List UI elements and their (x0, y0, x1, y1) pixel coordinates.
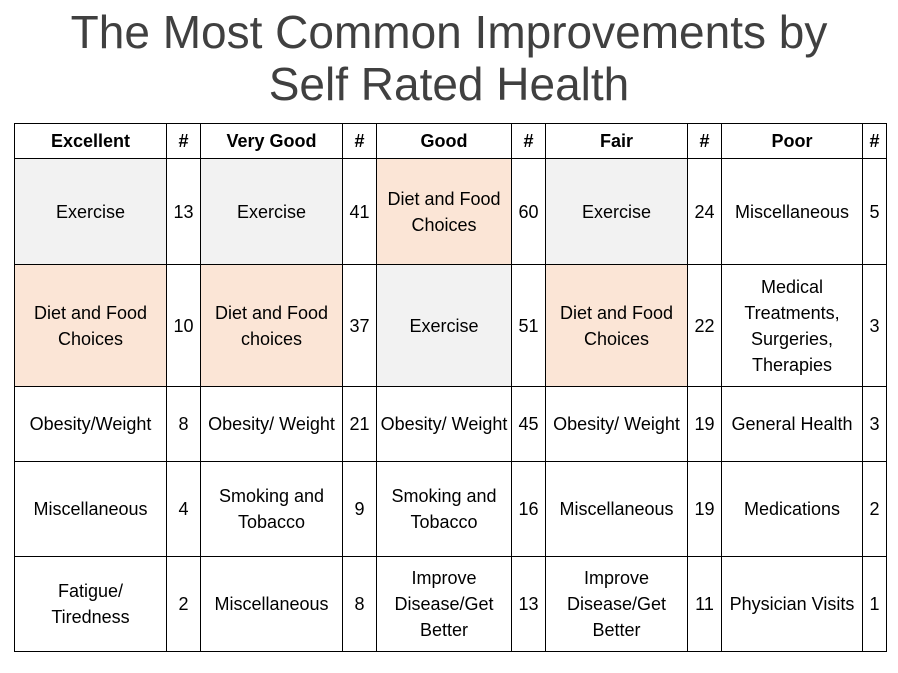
header-count: # (166, 123, 201, 159)
table-cell: General Health (721, 386, 863, 462)
count-cell: 9 (342, 461, 377, 557)
title-line-1: The Most Common Improvements by (70, 6, 828, 58)
table-cell: Obesity/ Weight (200, 386, 343, 462)
table-cell: Diet and Food Choices (14, 264, 167, 387)
table-cell: Exercise (545, 158, 688, 265)
table-cell: Physician Visits (721, 556, 863, 652)
count-cell: 37 (342, 264, 377, 387)
table-cell: Smoking and Tobacco (200, 461, 343, 557)
table-cell: Improve Disease/Get Better (545, 556, 688, 652)
count-cell: 60 (511, 158, 546, 265)
table-cell: Exercise (14, 158, 167, 265)
table-cell: Medical Treatments, Surgeries, Therapies (721, 264, 863, 387)
count-cell: 24 (687, 158, 722, 265)
table-row: Diet and Food Choices 10 Diet and Food c… (14, 264, 887, 387)
header-poor: Poor (721, 123, 863, 159)
table-cell: Obesity/ Weight (545, 386, 688, 462)
count-cell: 51 (511, 264, 546, 387)
header-very-good: Very Good (200, 123, 343, 159)
header-count: # (511, 123, 546, 159)
table-cell: Fatigue/ Tiredness (14, 556, 167, 652)
count-cell: 8 (166, 386, 201, 462)
count-cell: 4 (166, 461, 201, 557)
count-cell: 2 (862, 461, 887, 557)
count-cell: 1 (862, 556, 887, 652)
table-cell: Obesity/Weight (14, 386, 167, 462)
count-cell: 22 (687, 264, 722, 387)
page-title: The Most Common Improvements by Self Rat… (0, 6, 898, 118)
count-cell: 41 (342, 158, 377, 265)
title-line-2: Self Rated Health (268, 58, 630, 110)
count-cell: 3 (862, 264, 887, 387)
table-cell: Diet and Food Choices (376, 158, 512, 265)
table-cell: Miscellaneous (200, 556, 343, 652)
table-cell: Miscellaneous (545, 461, 688, 557)
table-cell: Miscellaneous (14, 461, 167, 557)
count-cell: 8 (342, 556, 377, 652)
header-count: # (862, 123, 887, 159)
count-cell: 21 (342, 386, 377, 462)
count-cell: 3 (862, 386, 887, 462)
improvements-table: Excellent # Very Good # Good # Fair # Po… (14, 123, 887, 652)
header-fair: Fair (545, 123, 688, 159)
table-row: Obesity/Weight 8 Obesity/ Weight 21 Obes… (14, 386, 887, 462)
count-cell: 13 (166, 158, 201, 265)
count-cell: 11 (687, 556, 722, 652)
table-cell: Diet and Food choices (200, 264, 343, 387)
count-cell: 19 (687, 461, 722, 557)
header-good: Good (376, 123, 512, 159)
table-row: Miscellaneous 4 Smoking and Tobacco 9 Sm… (14, 461, 887, 557)
table-row: Exercise 13 Exercise 41 Diet and Food Ch… (14, 158, 887, 265)
header-count: # (687, 123, 722, 159)
count-cell: 10 (166, 264, 201, 387)
table-cell: Medications (721, 461, 863, 557)
count-cell: 13 (511, 556, 546, 652)
count-cell: 16 (511, 461, 546, 557)
table-cell: Diet and Food Choices (545, 264, 688, 387)
table-cell: Exercise (376, 264, 512, 387)
count-cell: 19 (687, 386, 722, 462)
header-row: Excellent # Very Good # Good # Fair # Po… (14, 123, 887, 159)
header-count: # (342, 123, 377, 159)
table-cell: Obesity/ Weight (376, 386, 512, 462)
table-row: Fatigue/ Tiredness 2 Miscellaneous 8 Imp… (14, 556, 887, 652)
table-cell: Improve Disease/Get Better (376, 556, 512, 652)
header-excellent: Excellent (14, 123, 167, 159)
count-cell: 45 (511, 386, 546, 462)
table-cell: Exercise (200, 158, 343, 265)
table-cell: Miscellaneous (721, 158, 863, 265)
count-cell: 2 (166, 556, 201, 652)
count-cell: 5 (862, 158, 887, 265)
table-cell: Smoking and Tobacco (376, 461, 512, 557)
